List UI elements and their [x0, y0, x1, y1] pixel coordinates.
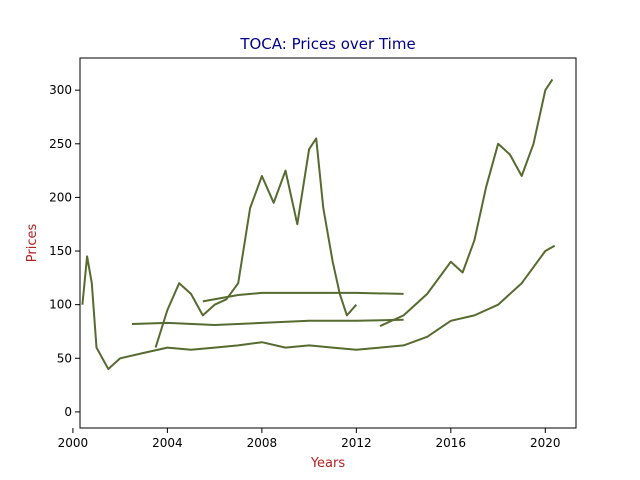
chart-title: TOCA: Prices over Time — [239, 35, 415, 53]
plot-layer — [81, 78, 556, 370]
price-series-line-3 — [131, 318, 404, 326]
x-tick-label: 2012 — [341, 436, 372, 450]
y-tick-label: 0 — [64, 405, 72, 419]
y-tick-label: 100 — [49, 298, 72, 312]
x-tick-label: 2008 — [247, 436, 278, 450]
x-axis-ticks: 2000 2004 2008 2012 2016 2020 — [58, 428, 561, 450]
y-axis-label: Prices — [25, 224, 40, 263]
y-tick-label: 250 — [49, 137, 72, 151]
x-axis-label: Years — [310, 456, 346, 471]
price-series-line-4 — [202, 291, 404, 303]
x-tick-label: 2000 — [58, 436, 89, 450]
x-tick-label: 2016 — [436, 436, 467, 450]
y-tick-label: 150 — [49, 244, 72, 258]
y-tick-label: 300 — [49, 83, 72, 97]
y-tick-label: 50 — [57, 351, 72, 365]
price-series-line-1 — [81, 244, 556, 370]
plot-frame — [79, 57, 577, 429]
y-axis-ticks: 0 50 100 150 200 250 300 — [49, 83, 80, 419]
y-tick-label: 200 — [49, 190, 72, 204]
price-series-line-2 — [154, 137, 358, 348]
x-tick-label: 2004 — [152, 436, 183, 450]
x-tick-label: 2020 — [530, 436, 561, 450]
price-series-line-5 — [379, 78, 554, 328]
